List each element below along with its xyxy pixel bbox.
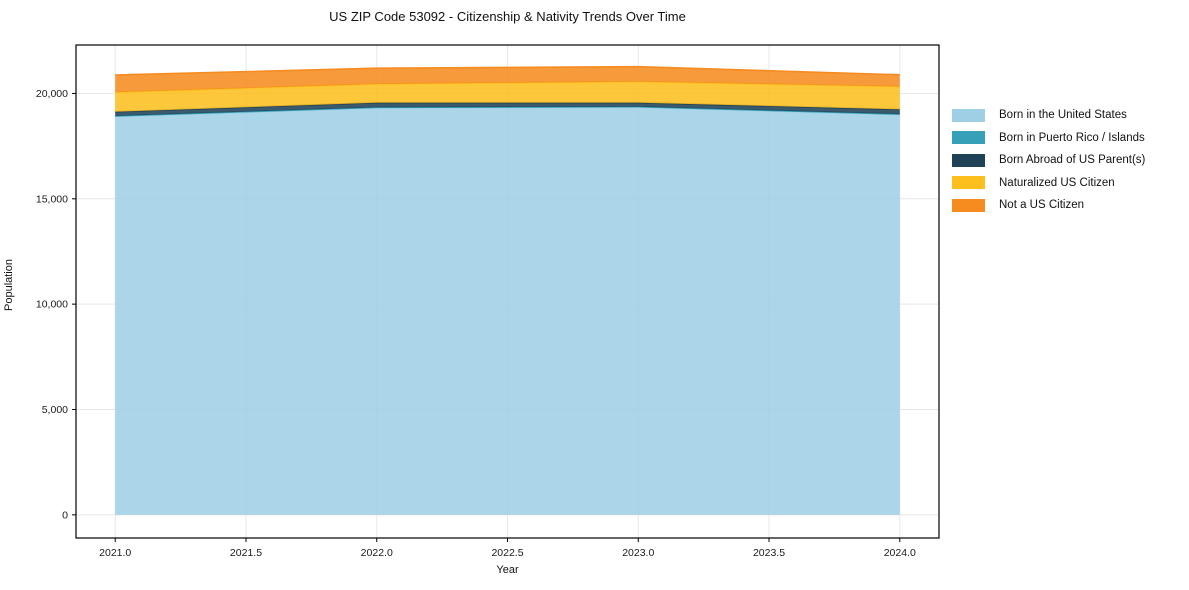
x-tick-label: 2021.0 <box>99 547 131 559</box>
legend-swatch-icon <box>952 198 985 212</box>
legend-swatch-icon <box>952 131 985 145</box>
legend-item-naturalized-us-citizen: Naturalized US Citizen <box>952 172 1145 195</box>
legend-item-not-a-us-citizen: Not a US Citizen <box>952 194 1145 217</box>
x-tick-label: 2021.5 <box>230 547 262 559</box>
naturalized-us-citizen-area <box>115 81 900 112</box>
legend-label: Naturalized US Citizen <box>999 176 1115 189</box>
x-tick-label: 2022.5 <box>491 547 523 559</box>
y-tick-label: 5,000 <box>42 404 68 416</box>
born-in-the-united-states-area <box>115 107 900 515</box>
y-tick-label: 0 <box>62 509 68 521</box>
x-tick-label: 2022.0 <box>361 547 393 559</box>
x-axis-label: Year <box>496 564 519 576</box>
born-abroad-of-us-parent-s-area <box>115 102 900 117</box>
x-tick-label: 2023.5 <box>753 547 785 559</box>
legend-item-born-in-the-united-states: Born in the United States <box>952 104 1145 127</box>
not-a-us-citizen-area <box>115 66 900 93</box>
chart-title: US ZIP Code 53092 - Citizenship & Nativi… <box>329 9 686 24</box>
y-tick-label: 20,000 <box>36 88 68 100</box>
legend-swatch-icon <box>952 108 985 122</box>
y-axis-label: Population <box>3 259 15 311</box>
legend-swatch-icon <box>952 153 985 167</box>
not-a-us-citizen-edge <box>115 65 900 76</box>
legend: Born in the United States Born in Puerto … <box>952 104 1145 217</box>
y-tick-label: 15,000 <box>36 193 68 205</box>
legend-swatch-icon <box>952 176 985 190</box>
legend-item-born-abroad-of-us-parent-s: Born Abroad of US Parent(s) <box>952 149 1145 172</box>
legend-label: Born in the United States <box>999 109 1127 122</box>
legend-label: Not a US Citizen <box>999 199 1085 212</box>
legend-label: Born Abroad of US Parent(s) <box>999 154 1146 167</box>
y-tick-label: 10,000 <box>36 299 68 311</box>
x-tick-label: 2023.0 <box>622 547 654 559</box>
x-tick-label: 2024.0 <box>884 547 916 559</box>
legend-label: Born in Puerto Rico / Islands <box>999 131 1145 144</box>
legend-item-born-in-puerto-rico-islands: Born in Puerto Rico / Islands <box>952 127 1145 150</box>
